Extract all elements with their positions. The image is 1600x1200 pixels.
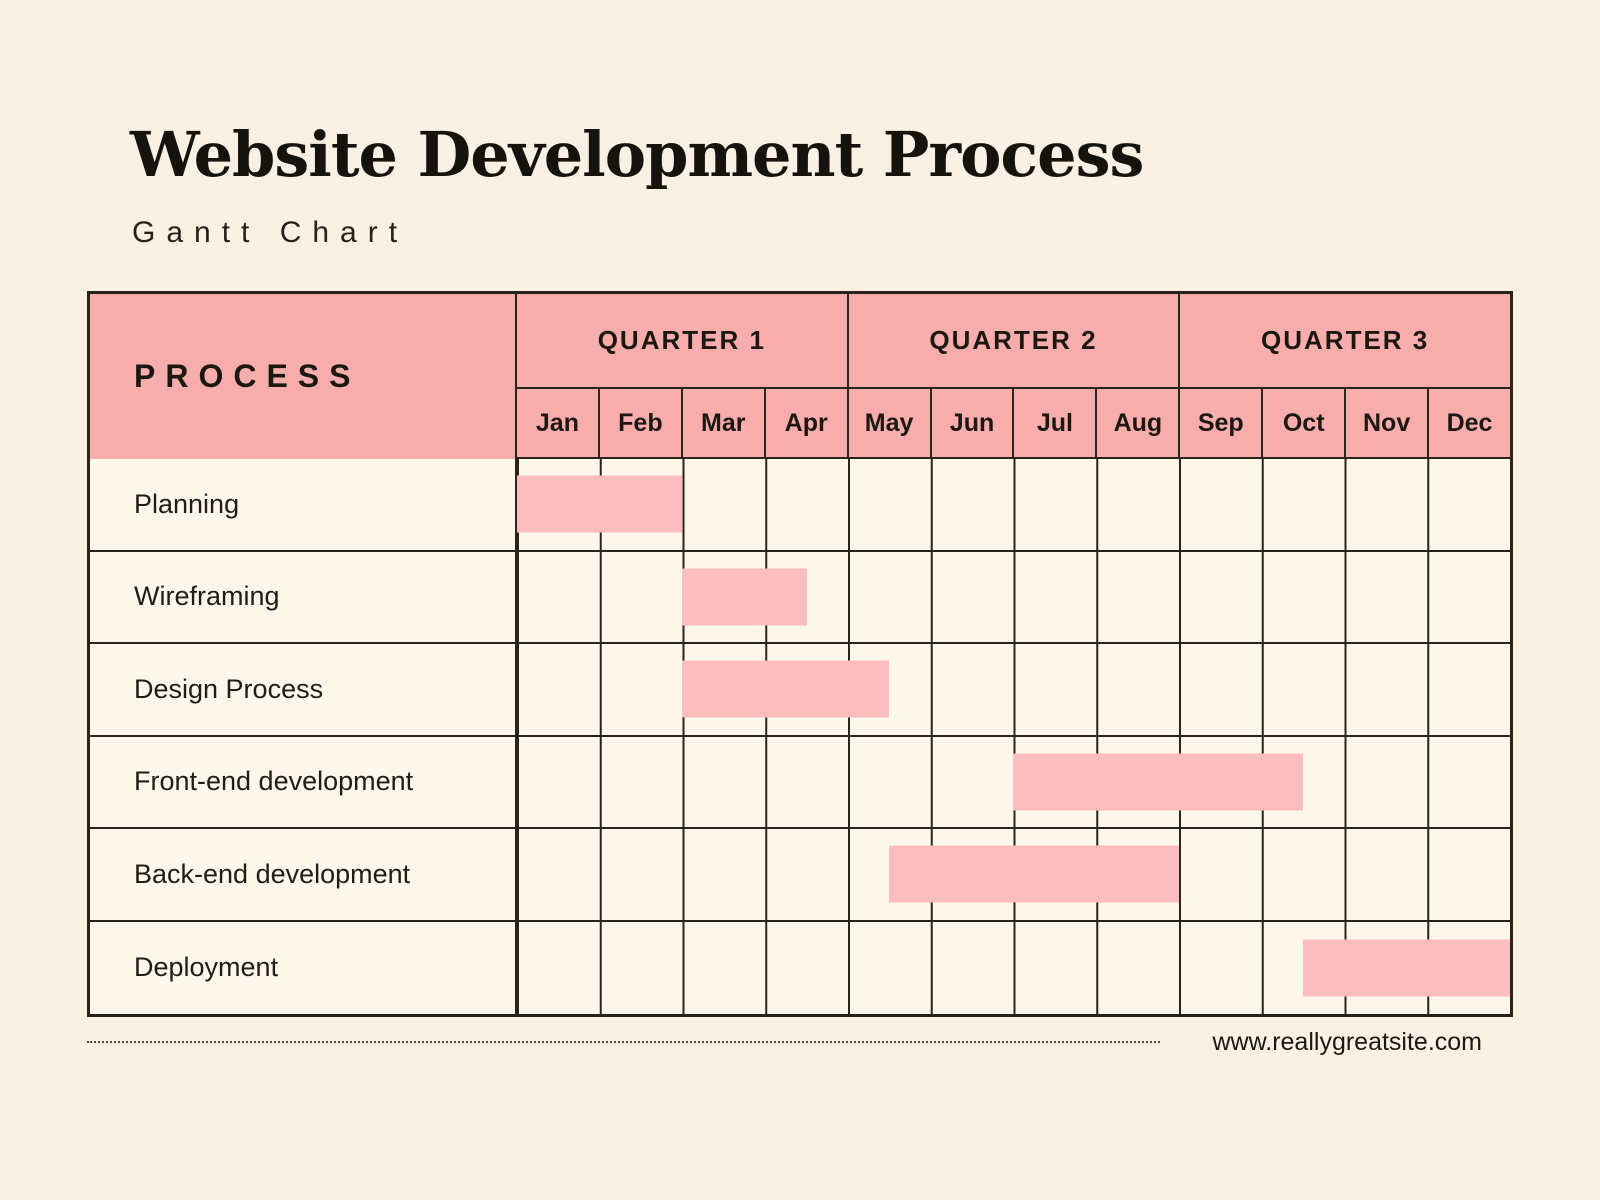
gantt-bar-deployment bbox=[1303, 939, 1510, 997]
month-header-dec: Dec bbox=[1427, 389, 1510, 459]
timeline-row-front-end-development bbox=[515, 736, 1510, 829]
timeline-row-deployment bbox=[515, 921, 1510, 1014]
month-header-apr: Apr bbox=[763, 389, 847, 459]
row-label-wireframing: Wireframing bbox=[90, 552, 515, 644]
quarter-2-header: QUARTER 2 bbox=[846, 294, 1179, 389]
row-label-deployment: Deployment bbox=[134, 952, 279, 983]
month-header-oct: Oct bbox=[1261, 389, 1345, 459]
month-header-jul: Jul bbox=[1012, 389, 1096, 459]
gantt-bar-planning bbox=[517, 475, 683, 533]
row-label-planning: Planning bbox=[90, 459, 515, 552]
gantt-table: PROCESS QUARTER 1 QUARTER 2 QUARTER 3 Ja… bbox=[87, 291, 1513, 1017]
month-header-mar: Mar bbox=[680, 389, 764, 459]
timeline-row-back-end-development bbox=[515, 829, 1510, 922]
footer-dotted-divider bbox=[87, 1041, 1160, 1043]
month-header-nov: Nov bbox=[1344, 389, 1428, 459]
timeline-row-design-process bbox=[515, 644, 1510, 737]
timeline-row-wireframing bbox=[515, 551, 1510, 644]
row-label-design-process: Design Process bbox=[90, 644, 515, 737]
gantt-bar-front-end-development bbox=[1013, 753, 1304, 811]
month-header-sep: Sep bbox=[1178, 389, 1262, 459]
gantt-bar-back-end-development bbox=[889, 845, 1179, 903]
timeline-row-planning bbox=[515, 459, 1510, 552]
month-header-aug: Aug bbox=[1095, 389, 1179, 459]
quarter-3-header: QUARTER 3 bbox=[1178, 294, 1510, 389]
footer-website-url: www.reallygreatsite.com bbox=[1212, 1028, 1482, 1056]
month-header-feb: Feb bbox=[597, 389, 681, 459]
page-title: Website Development Process bbox=[130, 118, 1144, 191]
process-column-header: PROCESS bbox=[90, 294, 515, 459]
page-subtitle: Gantt Chart bbox=[132, 216, 409, 249]
row-label-front-end-development: Front-end development bbox=[90, 737, 515, 829]
row-label-back-end-development: Back-end development bbox=[90, 829, 515, 922]
month-header-jan: Jan bbox=[515, 389, 598, 459]
month-header-jun: Jun bbox=[929, 389, 1013, 459]
month-header-may: May bbox=[846, 389, 930, 459]
gantt-bar-wireframing bbox=[682, 568, 807, 626]
gantt-bar-design-process bbox=[682, 660, 890, 718]
quarter-1-header: QUARTER 1 bbox=[515, 294, 847, 389]
